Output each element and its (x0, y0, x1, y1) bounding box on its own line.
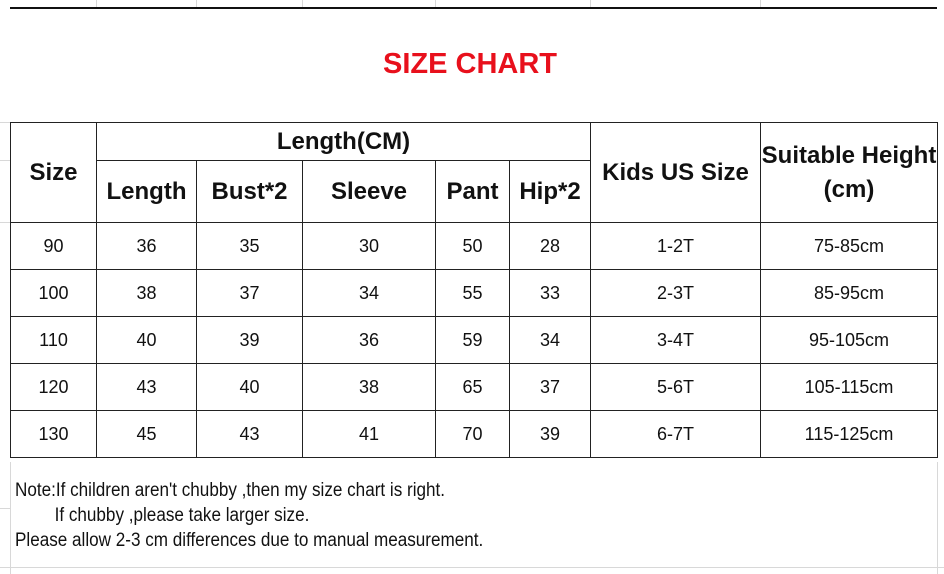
gridline (0, 160, 10, 161)
note-border (10, 462, 11, 574)
cell-pant: 50 (435, 222, 510, 270)
table-row: 130 45 43 41 70 39 6-7T 115-125cm (10, 410, 938, 458)
size-chart-table: Size Length(CM) Kids US Size Suitable He… (10, 122, 938, 458)
cell-hip: 33 (509, 269, 591, 317)
cell-length: 38 (96, 269, 197, 317)
cell-kids-us-size: 3-4T (590, 316, 761, 364)
cell-sleeve: 34 (302, 269, 436, 317)
cell-size: 90 (10, 222, 97, 270)
gridline (0, 122, 10, 123)
gridline (435, 0, 436, 8)
cell-kids-us-size: 2-3T (590, 269, 761, 317)
table-row: 90 36 35 30 50 28 1-2T 75-85cm (10, 222, 938, 270)
gridline (96, 0, 97, 8)
cell-kids-us-size: 1-2T (590, 222, 761, 270)
cell-bust: 43 (196, 410, 303, 458)
note-line-1: Note:If children aren't chubby ,then my … (15, 480, 446, 501)
note-line-2: If chubby ,please take larger size. (54, 505, 310, 526)
cell-length: 43 (96, 363, 197, 411)
gridline (196, 0, 197, 8)
table-row: 120 43 40 38 65 37 5-6T 105-115cm (10, 363, 938, 411)
header-hip: Hip*2 (509, 160, 591, 223)
cell-pant: 55 (435, 269, 510, 317)
cell-bust: 40 (196, 363, 303, 411)
cell-length: 45 (96, 410, 197, 458)
cell-sleeve: 41 (302, 410, 436, 458)
cell-bust: 35 (196, 222, 303, 270)
gridline (0, 222, 10, 223)
gridline (760, 0, 761, 8)
cell-size: 110 (10, 316, 97, 364)
note: Note:If children aren't chubby ,then my … (15, 478, 483, 553)
header-pant: Pant (435, 160, 510, 223)
cell-length: 40 (96, 316, 197, 364)
page-title: SIZE CHART (383, 48, 557, 80)
gridline (0, 567, 944, 568)
cell-hip: 28 (509, 222, 591, 270)
cell-length: 36 (96, 222, 197, 270)
cell-hip: 34 (509, 316, 591, 364)
cell-suitable-height: 105-115cm (760, 363, 938, 411)
gridline (0, 508, 10, 509)
header-size: Size (10, 122, 97, 223)
gridline (302, 0, 303, 8)
cell-suitable-height: 95-105cm (760, 316, 938, 364)
cell-suitable-height: 115-125cm (760, 410, 938, 458)
cell-size: 130 (10, 410, 97, 458)
top-border (10, 7, 937, 9)
cell-sleeve: 36 (302, 316, 436, 364)
header-length: Length (96, 160, 197, 223)
cell-suitable-height: 85-95cm (760, 269, 938, 317)
cell-hip: 39 (509, 410, 591, 458)
cell-sleeve: 30 (302, 222, 436, 270)
note-line-3: Please allow 2-3 cm differences due to m… (15, 530, 484, 551)
cell-bust: 39 (196, 316, 303, 364)
cell-sleeve: 38 (302, 363, 436, 411)
header-kids-us-size: Kids US Size (590, 122, 761, 223)
cell-suitable-height: 75-85cm (760, 222, 938, 270)
cell-kids-us-size: 5-6T (590, 363, 761, 411)
cell-bust: 37 (196, 269, 303, 317)
table-row: 110 40 39 36 59 34 3-4T 95-105cm (10, 316, 938, 364)
header-suitable-height: Suitable Height (cm) (760, 122, 938, 223)
cell-pant: 65 (435, 363, 510, 411)
table-row: 100 38 37 34 55 33 2-3T 85-95cm (10, 269, 938, 317)
cell-size: 120 (10, 363, 97, 411)
gridline (937, 462, 938, 574)
cell-kids-us-size: 6-7T (590, 410, 761, 458)
cell-hip: 37 (509, 363, 591, 411)
header-sleeve: Sleeve (302, 160, 436, 223)
header-length-group: Length(CM) (96, 122, 591, 161)
header-bust: Bust*2 (196, 160, 303, 223)
cell-size: 100 (10, 269, 97, 317)
cell-pant: 59 (435, 316, 510, 364)
gridline (590, 0, 591, 8)
cell-pant: 70 (435, 410, 510, 458)
